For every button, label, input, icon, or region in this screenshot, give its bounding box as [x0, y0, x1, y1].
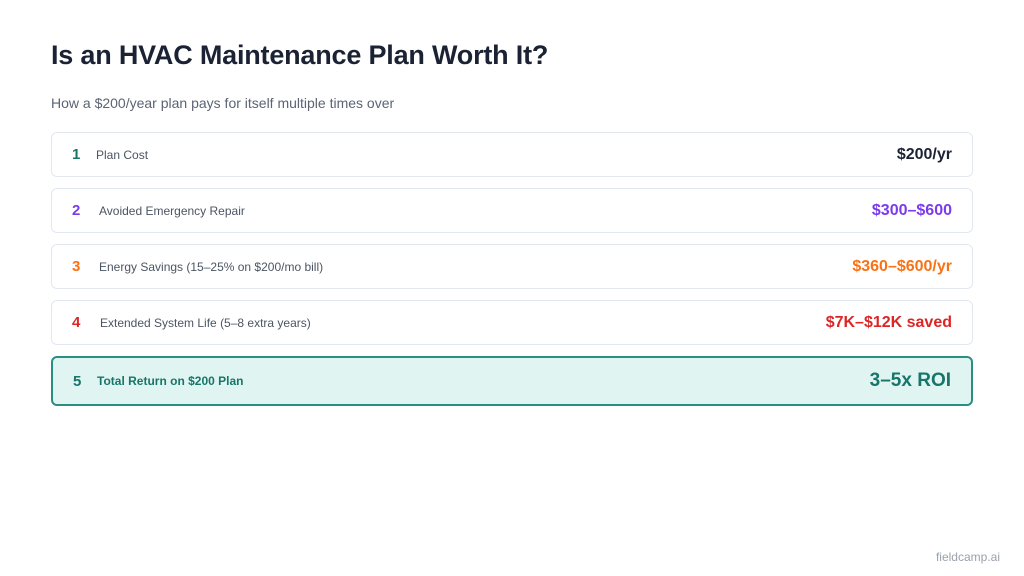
- item-label: Extended System Life (5–8 extra years): [100, 315, 311, 330]
- item-number: 4: [72, 314, 81, 331]
- item-value: $200/yr: [896, 145, 952, 163]
- list-item-energy-savings: 3 Energy Savings (15–25% on $200/mo bill…: [51, 244, 973, 289]
- item-label: Avoided Emergency Repair: [99, 203, 245, 218]
- item-value: $7K–$12K saved: [825, 313, 952, 331]
- brand-watermark: fieldcamp.ai: [935, 550, 1000, 564]
- item-label: Plan Cost: [96, 147, 149, 162]
- item-label: Total Return on $200 Plan: [97, 374, 244, 388]
- item-value: $360–$600/yr: [852, 257, 952, 275]
- page-subtitle: How a $200/year plan pays for itself mul…: [51, 95, 395, 111]
- item-number: 3: [72, 258, 81, 275]
- item-number: 2: [72, 202, 81, 219]
- item-value: $300–$600: [871, 201, 952, 219]
- item-number: 5: [73, 372, 82, 390]
- page-title: Is an HVAC Maintenance Plan Worth It?: [51, 40, 549, 70]
- list-item-total-return: 5 Total Return on $200 Plan 3–5x ROI: [51, 356, 973, 406]
- list-item-plan-cost: 1 Plan Cost $200/yr: [51, 132, 973, 177]
- list-item-system-life: 4 Extended System Life (5–8 extra years)…: [51, 300, 973, 345]
- item-number: 1: [72, 146, 81, 163]
- item-value: 3–5x ROI: [869, 370, 951, 391]
- list-item-avoided-repair: 2 Avoided Emergency Repair $300–$600: [51, 188, 973, 233]
- item-label: Energy Savings (15–25% on $200/mo bill): [99, 259, 324, 274]
- roi-list: 1 Plan Cost $200/yr 2 Avoided Emergency …: [51, 132, 973, 417]
